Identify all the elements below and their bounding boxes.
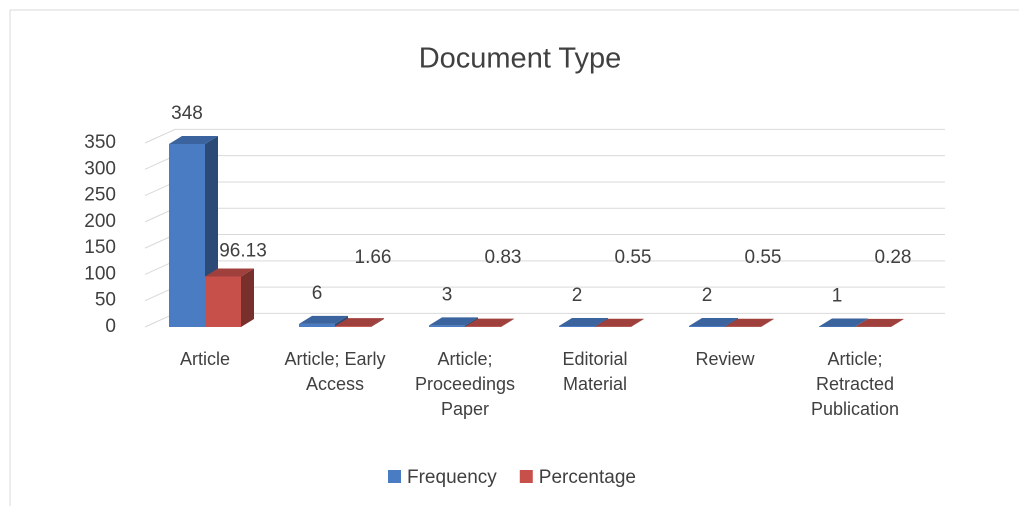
bar-front [429,325,465,327]
bar-top [689,317,738,326]
y-tick-label: 0 [105,316,116,337]
chart-title: Document Type [419,43,622,75]
legend-swatch [388,470,401,483]
grid-line [144,181,945,197]
grid-line [144,286,945,302]
legend-swatch [519,470,533,483]
bar-front [819,326,855,327]
bar-side [891,318,904,327]
bar-side [761,318,774,327]
bar-top [855,318,904,327]
grid-line [144,128,945,144]
bar-top [299,315,348,324]
x-tick-label: Article; Proceedings Paper [414,349,516,419]
x-tick-label: Editorial Material [562,349,628,394]
bar-top [465,318,514,327]
bar-side [631,318,644,327]
x-tick-label: Article; Retracted Publication [810,349,900,419]
bar-front [205,276,241,327]
bar-side [371,318,384,327]
bar-front [299,323,335,327]
y-tick-label: 150 [84,237,116,258]
bar-front [335,326,371,327]
bar [595,318,644,327]
data-label: 6 [312,283,323,304]
data-label: 2 [702,285,713,306]
bar-side [241,268,254,327]
data-label: 348 [171,103,203,124]
data-label: 96.13 [219,240,267,261]
data-label: 0.83 [485,247,522,268]
bar-top [819,318,868,327]
y-tick-label: 50 [95,290,116,311]
bar [335,318,384,327]
y-tick-label: 350 [84,132,116,153]
data-label: 0.55 [745,247,782,268]
x-tick-label: Review [695,349,755,369]
data-label: 1 [832,285,843,306]
bar-top [169,136,218,145]
bar [205,268,254,327]
y-tick-label: 250 [84,185,116,206]
data-label: 0.28 [875,247,912,268]
bar-top [725,318,774,327]
bar-top [335,318,384,327]
bar-front [169,144,205,327]
grid-line [144,260,945,275]
legend-label: Frequency [407,467,497,488]
data-label: 1.66 [355,247,392,268]
y-tick-label: 200 [84,211,116,232]
bar-top [559,317,608,326]
data-label: 0.55 [615,247,652,268]
chart-border [9,9,1019,506]
y-tick-label: 100 [84,263,116,284]
bar [855,318,904,327]
y-tick-label: 300 [84,158,116,179]
bar-top [429,317,478,326]
bar-top [595,318,644,327]
x-tick-label: Article; Early Access [284,349,386,394]
data-label: 2 [572,285,583,306]
bar-top [205,268,254,277]
bar [465,318,514,327]
x-tick-label: Article [179,349,230,369]
data-label: 3 [442,284,453,305]
bar-side [501,318,514,327]
bar [725,318,774,327]
bar-front [559,325,595,327]
bar-front [689,325,725,327]
grid-line [144,207,945,223]
legend-label: Percentage [539,467,636,488]
grid-line [144,155,945,170]
